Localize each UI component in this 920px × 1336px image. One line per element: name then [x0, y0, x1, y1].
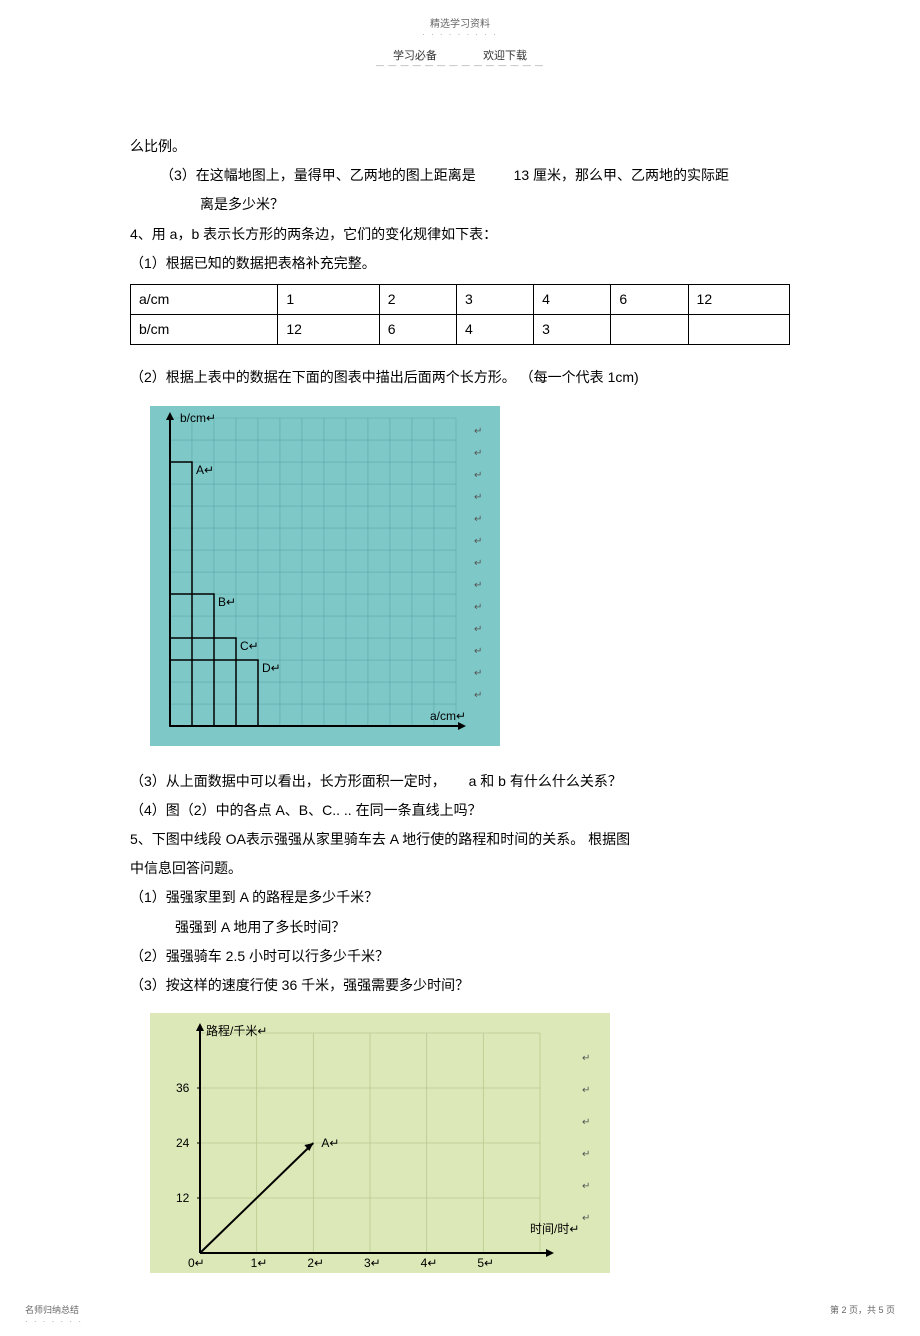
data-table: a/cm 1 2 3 4 6 12 b/cm 12 6 4 3 [130, 284, 790, 345]
q4-3: （3）从上面数据中可以看出，长方形面积一定时， a 和 b 有什么什么关系？ [130, 769, 790, 794]
text-line: （3）在这幅地图上，量得甲、乙两地的图上距离是 13 厘米，那么甲、乙两地的实际… [160, 163, 790, 188]
svg-text:A↵: A↵ [321, 1136, 339, 1150]
svg-text:↵: ↵ [474, 690, 482, 701]
svg-text:b/cm↵: b/cm↵ [180, 411, 216, 425]
table-cell: 4 [534, 284, 611, 314]
svg-text:a/cm↵: a/cm↵ [430, 709, 466, 723]
svg-text:↵: ↵ [582, 1053, 590, 1064]
svg-text:D↵: D↵ [262, 661, 281, 675]
svg-text:↵: ↵ [582, 1117, 590, 1128]
q5-1: （1）强强家里到 A 的路程是多少千米？ [130, 885, 790, 910]
table-cell: 12 [278, 315, 379, 345]
svg-text:↵: ↵ [474, 602, 482, 613]
q3-part1: （3）在这幅地图上，量得甲、乙两地的图上距离是 [160, 167, 476, 183]
svg-text:路程/千米↵: 路程/千米↵ [206, 1023, 267, 1038]
q5-intro: 5、下图中线段 OA表示强强从家里骑车去 A 地行使的路程和时间的关系。 根据图 [130, 827, 790, 852]
svg-text:↵: ↵ [474, 668, 482, 679]
svg-text:A↵: A↵ [196, 463, 214, 477]
page-content: 么比例。 （3）在这幅地图上，量得甲、乙两地的图上距离是 13 厘米，那么甲、乙… [0, 70, 920, 1336]
svg-text:时间/时↵: 时间/时↵ [530, 1222, 579, 1236]
header-dashes: — — — — — — — — — — — — — — [0, 61, 920, 70]
q4-2: （2）根据上表中的数据在下面的图表中描出后面两个长方形。 （每一个代表 1cm) [130, 365, 790, 390]
q4-4: （4）图（2）中的各点 A、B、C.. .. 在同一条直线上吗？ [130, 798, 790, 823]
footer-dots: · · · · · · · [25, 1317, 83, 1326]
header-dots: · · · · · · · · · [0, 30, 920, 39]
q5-1b: 强强到 A 地用了多长时间？ [175, 915, 790, 940]
table-cell: 3 [456, 284, 533, 314]
table-cell: 4 [456, 315, 533, 345]
svg-text:5↵: 5↵ [477, 1256, 494, 1270]
svg-text:↵: ↵ [582, 1149, 590, 1160]
q5-3: （3）按这样的速度行使 36 千米，强强需要多少时间？ [130, 973, 790, 998]
svg-text:↵: ↵ [474, 470, 482, 481]
svg-text:0↵: 0↵ [188, 1256, 205, 1270]
q3-part2: 13 厘米，那么甲、乙两地的实际距 [514, 167, 729, 183]
table-row: a/cm 1 2 3 4 6 12 [131, 284, 790, 314]
q4-1: （1）根据已知的数据把表格补充完整。 [130, 251, 790, 276]
rectangles-chart: b/cm↵ a/cm↵ A↵ B↵ C↵D↵ ↵ ↵ ↵ ↵ ↵ ↵ ↵ ↵ ↵ ↵ ↵ ↵ ↵ [150, 406, 500, 746]
svg-text:↵: ↵ [474, 624, 482, 635]
chart2-container: 路程/千米↵ 时间/时↵ 12 24 36 1↵ 2↵ 3↵ 4↵ 5↵ 0↵ A↵ ↵ ↵ ↵ ↵ ↵ ↵ [150, 1013, 790, 1281]
table-cell: b/cm [131, 315, 278, 345]
svg-text:↵: ↵ [582, 1181, 590, 1192]
line-chart: 路程/千米↵ 时间/时↵ 12 24 36 1↵ 2↵ 3↵ 4↵ 5↵ 0↵ A↵ ↵ ↵ ↵ ↵ ↵ ↵ [150, 1013, 610, 1273]
table-row: b/cm 12 6 4 3 [131, 315, 790, 345]
svg-text:↵: ↵ [582, 1213, 590, 1224]
svg-text:↵: ↵ [474, 580, 482, 591]
svg-text:↵: ↵ [474, 558, 482, 569]
footer-left: 名师归纳总结 [25, 1303, 79, 1316]
text-line: 离是多少米？ [200, 192, 790, 217]
svg-text:↵: ↵ [474, 426, 482, 437]
svg-text:2↵: 2↵ [307, 1256, 324, 1270]
text-line: 么比例。 [130, 134, 790, 159]
svg-text:4↵: 4↵ [421, 1256, 438, 1270]
svg-text:1↵: 1↵ [251, 1256, 268, 1270]
table-cell: 6 [379, 315, 456, 345]
table-cell: 2 [379, 284, 456, 314]
svg-text:C↵: C↵ [240, 639, 259, 653]
svg-text:↵: ↵ [582, 1085, 590, 1096]
svg-text:↵: ↵ [474, 448, 482, 459]
svg-text:36: 36 [176, 1081, 190, 1095]
table-cell: 6 [611, 284, 688, 314]
q4-intro: 4、用 a，b 表示长方形的两条边，它们的变化规律如下表： [130, 222, 790, 247]
table-cell: a/cm [131, 284, 278, 314]
svg-text:↵: ↵ [474, 492, 482, 503]
footer-right: 第 2 页，共 5 页 [830, 1303, 895, 1316]
header-source: 精选学习资料 [0, 0, 920, 30]
table-cell [688, 315, 789, 345]
svg-text:3↵: 3↵ [364, 1256, 381, 1270]
q5-2: （2）强强骑车 2.5 小时可以行多少千米？ [130, 944, 790, 969]
table-cell: 12 [688, 284, 789, 314]
svg-text:↵: ↵ [474, 646, 482, 657]
svg-text:24: 24 [176, 1136, 190, 1150]
table-cell [611, 315, 688, 345]
svg-text:B↵: B↵ [218, 595, 236, 609]
svg-text:12: 12 [176, 1191, 190, 1205]
chart1-container: b/cm↵ a/cm↵ A↵ B↵ C↵D↵ ↵ ↵ ↵ ↵ ↵ ↵ ↵ ↵ ↵ ↵ ↵ ↵ ↵ [150, 406, 790, 754]
q4-3a: （3）从上面数据中可以看出，长方形面积一定时， [130, 773, 446, 789]
table-cell: 3 [534, 315, 611, 345]
q4-3b: a 和 b 有什么什么关系？ [469, 773, 622, 789]
svg-text:↵: ↵ [474, 536, 482, 547]
svg-text:↵: ↵ [474, 514, 482, 525]
q5-intro2: 中信息回答问题。 [130, 856, 790, 881]
table-cell: 1 [278, 284, 379, 314]
